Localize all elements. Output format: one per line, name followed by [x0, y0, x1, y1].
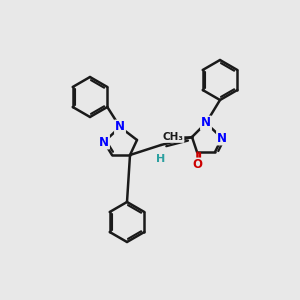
- Text: N: N: [115, 121, 125, 134]
- Text: N: N: [201, 116, 211, 130]
- Text: O: O: [192, 158, 202, 172]
- Text: CH₃: CH₃: [163, 132, 184, 142]
- Text: N: N: [99, 136, 109, 148]
- Text: H: H: [156, 154, 166, 164]
- Text: N: N: [217, 131, 227, 145]
